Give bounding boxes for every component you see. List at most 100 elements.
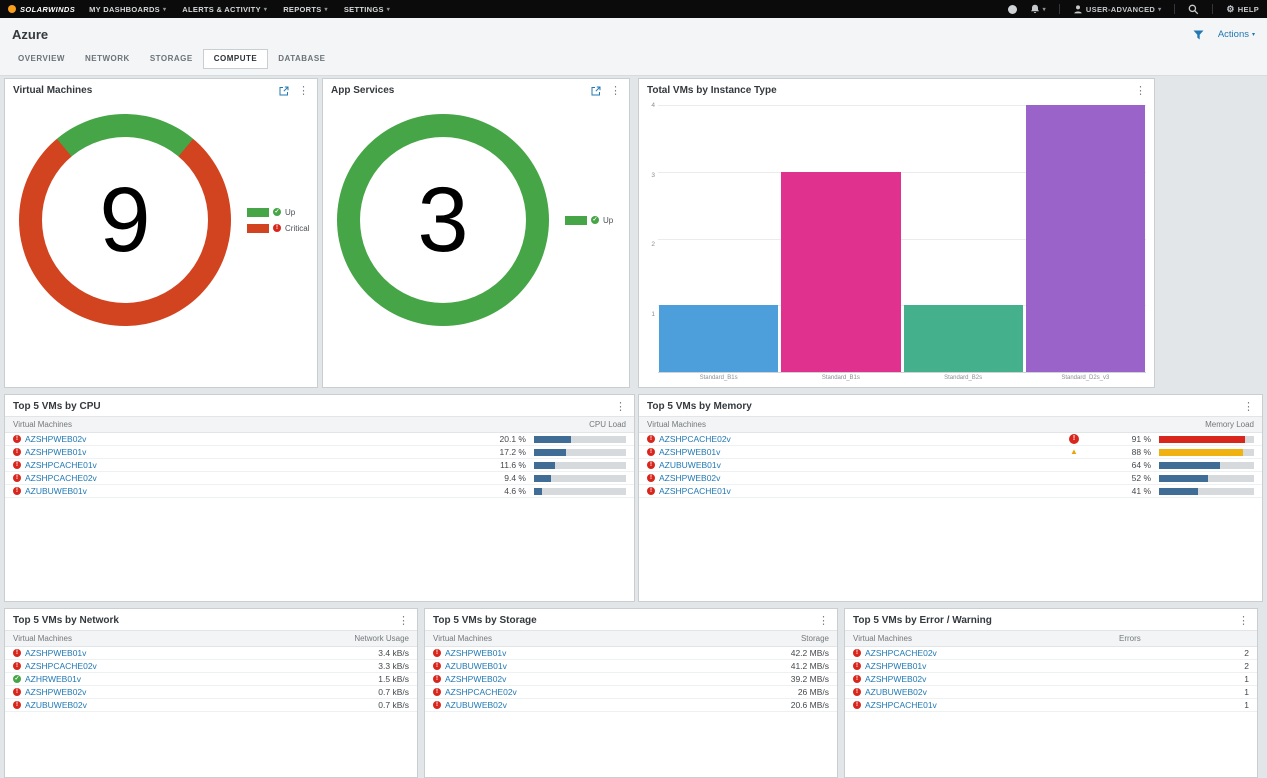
bar-standard-b1s-1[interactable] — [659, 305, 779, 372]
widget-title: Virtual Machines — [13, 85, 93, 96]
load-bar — [1159, 474, 1254, 482]
widget-virtual-machines: Virtual Machines ⋮ 9 Up Critical — [4, 78, 318, 388]
tab-compute[interactable]: COMPUTE — [202, 49, 269, 69]
widget-title: Top 5 VMs by Error / Warning — [853, 615, 992, 626]
status-icon — [647, 474, 655, 482]
table-row: AZUBUWEB02v 1 — [845, 686, 1257, 699]
vm-link[interactable]: AZSHPWEB01v — [25, 648, 87, 658]
chevron-down-icon: ▾ — [1158, 6, 1162, 13]
vm-link[interactable]: AZSHPCACHE02v — [659, 434, 731, 444]
filter-button[interactable] — [1193, 30, 1204, 40]
menu-my-dashboards[interactable]: MY DASHBOARDS ▾ — [89, 4, 167, 14]
help-button[interactable]: ⚙ HELP — [1226, 3, 1259, 14]
vm-link[interactable]: AZSHPWEB02v — [445, 674, 507, 684]
export-button[interactable] — [591, 86, 601, 96]
kebab-menu-icon[interactable]: ⋮ — [818, 614, 829, 627]
solarwinds-logo[interactable]: SOLARWINDS — [8, 5, 75, 14]
status-icon — [13, 461, 21, 469]
search-button[interactable] — [1188, 4, 1199, 15]
up-status-icon — [591, 216, 599, 224]
vm-link[interactable]: AZSHPWEB01v — [445, 648, 507, 658]
app-services-legend: Up — [565, 215, 613, 225]
chevron-down-icon: ▾ — [386, 6, 391, 13]
legend-item-critical[interactable]: Critical — [247, 223, 309, 233]
vm-link[interactable]: AZSHPCACHE01v — [865, 700, 937, 710]
load-bar — [534, 435, 626, 443]
vm-link[interactable]: AZSHPCACHE01v — [659, 486, 731, 496]
vm-status-donut-chart[interactable]: 9 — [19, 114, 231, 326]
page-title: Azure — [12, 27, 49, 42]
user-menu-button[interactable]: USER-ADVANCED ▾ — [1073, 4, 1162, 14]
vm-link[interactable]: AZUBUWEB02v — [25, 700, 87, 710]
status-icon — [433, 675, 441, 683]
status-icon — [13, 448, 21, 456]
actions-dropdown[interactable]: Actions ▾ — [1217, 29, 1255, 40]
vm-link[interactable]: AZHRWEB01v — [25, 674, 82, 684]
vm-link[interactable]: AZSHPCACHE02v — [865, 648, 937, 658]
kebab-menu-icon[interactable]: ⋮ — [1243, 400, 1254, 413]
table-row: AZSHPWEB02v 0.7 kB/s — [5, 686, 417, 699]
menu-alerts-activity[interactable]: ALERTS & ACTIVITY ▾ — [182, 4, 268, 14]
notifications-bell-button[interactable]: ▾ — [1030, 4, 1046, 14]
gridline — [658, 238, 1146, 240]
menu-settings[interactable]: SETTINGS ▾ — [343, 4, 391, 14]
table-row: AZSHPWEB02v 1 — [845, 673, 1257, 686]
status-icon — [647, 461, 655, 469]
kebab-menu-icon[interactable]: ⋮ — [1238, 614, 1249, 627]
vm-link[interactable]: AZSHPWEB02v — [25, 434, 87, 444]
vm-link[interactable]: AZSHPCACHE02v — [445, 687, 517, 697]
tab-storage[interactable]: STORAGE — [149, 54, 193, 63]
widget-top-errors: Top 5 VMs by Error / Warning ⋮ Virtual M… — [844, 608, 1258, 778]
vm-link[interactable]: AZSHPWEB01v — [25, 447, 87, 457]
bell-icon — [1030, 4, 1039, 14]
tab-network[interactable]: NETWORK — [84, 54, 130, 63]
vm-link[interactable]: AZUBUWEB01v — [659, 460, 721, 470]
vm-link[interactable]: AZSHPWEB01v — [865, 661, 927, 671]
app-services-count: 3 — [417, 168, 469, 271]
table-row: AZSHPCACHE02v 2 — [845, 647, 1257, 660]
legend-item-up[interactable]: Up — [247, 207, 309, 217]
vm-link[interactable]: AZSHPCACHE02v — [25, 661, 97, 671]
status-icon — [433, 688, 441, 696]
kebab-menu-icon[interactable]: ⋮ — [398, 614, 409, 627]
kebab-menu-icon[interactable]: ⋮ — [615, 400, 626, 413]
vm-link[interactable]: AZUBUWEB01v — [25, 486, 87, 496]
solarwinds-logo-icon — [8, 5, 16, 13]
chevron-down-icon: ▾ — [1042, 6, 1046, 13]
vm-link[interactable]: AZSHPCACHE02v — [25, 473, 97, 483]
bar-standard-b2s[interactable] — [903, 305, 1023, 372]
topbar-utilities: ▾ USER-ADVANCED ▾ ⚙ HELP — [1007, 3, 1259, 15]
kebab-menu-icon[interactable]: ⋮ — [298, 84, 309, 97]
brand-text: SOLARWINDS — [20, 4, 76, 14]
chevron-down-icon: ▾ — [162, 6, 167, 13]
vm-total-count: 9 — [99, 168, 151, 271]
bar-standard-d2s-v3[interactable] — [1025, 105, 1145, 372]
app-services-donut-chart[interactable]: 3 — [337, 114, 549, 326]
status-orb-icon[interactable] — [1007, 4, 1017, 14]
vm-link[interactable]: AZSHPWEB02v — [865, 674, 927, 684]
bar-standard-b1s-2[interactable] — [781, 171, 901, 372]
tab-database[interactable]: DATABASE — [278, 54, 326, 63]
export-button[interactable] — [279, 86, 289, 96]
vm-link[interactable]: AZUBUWEB02v — [865, 687, 927, 697]
tab-overview[interactable]: OVERVIEW — [18, 54, 65, 63]
vm-link[interactable]: AZUBUWEB01v — [445, 661, 507, 671]
kebab-menu-icon[interactable]: ⋮ — [610, 84, 621, 97]
vm-link[interactable]: AZUBUWEB02v — [445, 700, 507, 710]
load-bar — [534, 474, 626, 482]
menu-reports[interactable]: REPORTS ▾ — [283, 4, 328, 14]
kebab-menu-icon[interactable]: ⋮ — [1135, 84, 1146, 97]
table-row: AZUBUWEB02v 0.7 kB/s — [5, 699, 417, 712]
divider — [1174, 4, 1176, 14]
vm-link[interactable]: AZSHPCACHE01v — [25, 460, 97, 470]
vm-link[interactable]: AZSHPWEB02v — [659, 473, 721, 483]
vm-link[interactable]: AZSHPWEB01v — [659, 447, 721, 457]
legend-item-up[interactable]: Up — [565, 215, 613, 225]
export-icon — [591, 86, 601, 95]
vm-link[interactable]: AZSHPWEB02v — [25, 687, 87, 697]
load-bar — [534, 448, 626, 456]
chevron-down-icon: ▾ — [263, 6, 268, 13]
widget-app-services: App Services ⋮ 3 Up — [322, 78, 630, 388]
status-icon — [853, 675, 861, 683]
load-bar — [1159, 487, 1254, 495]
